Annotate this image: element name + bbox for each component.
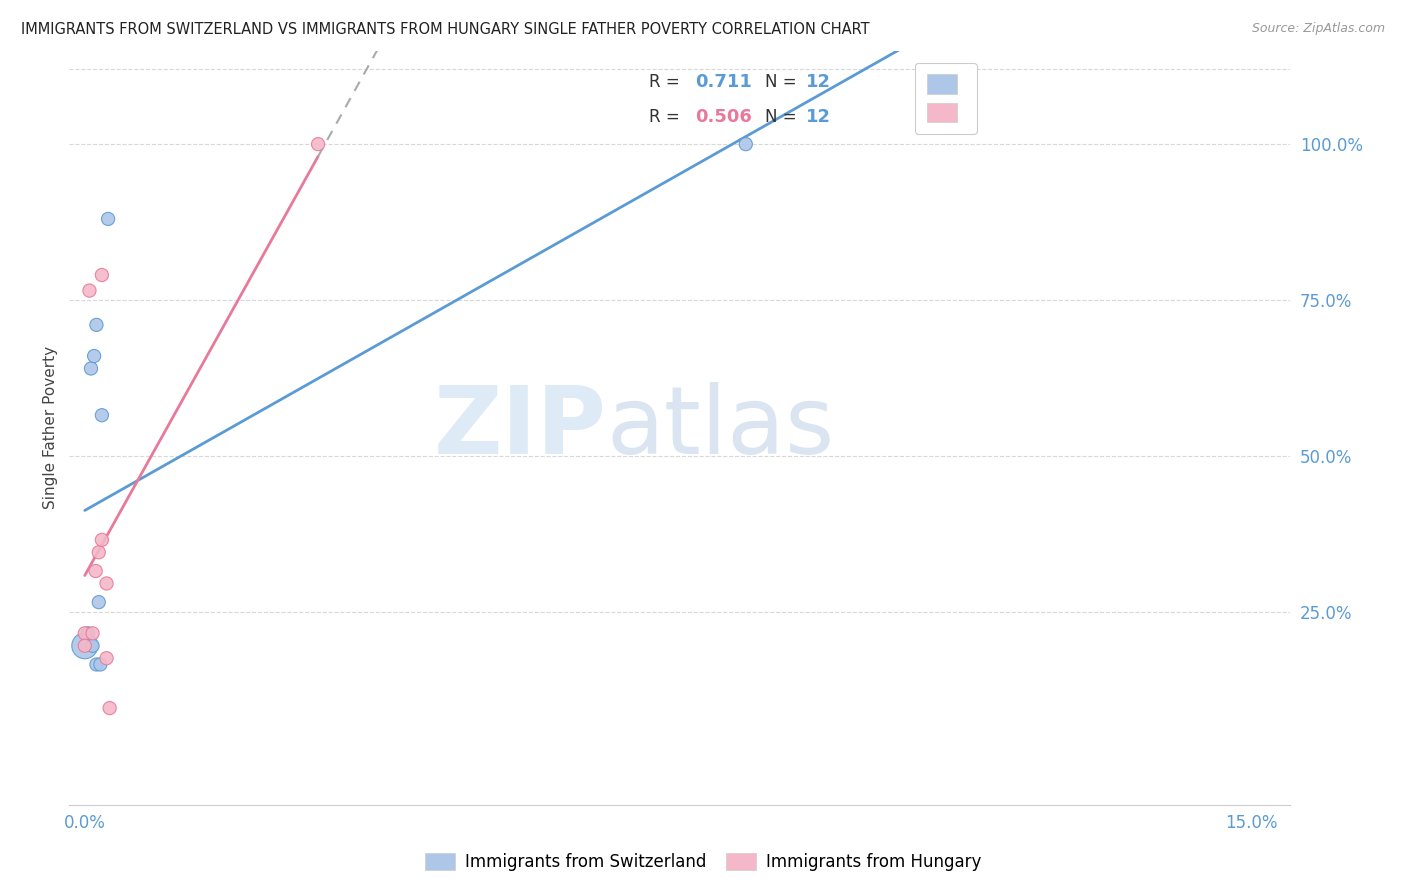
Point (96, 651, 118, 665)
Point (87, 595, 110, 609)
Point (87, 545, 110, 559)
Point (90, 268, 112, 282)
Point (82, 626, 104, 640)
Point (82, 639, 104, 653)
Legend: Immigrants from Switzerland, Immigrants from Hungary: Immigrants from Switzerland, Immigrants … (416, 845, 990, 880)
Text: 0.506: 0.506 (696, 108, 752, 126)
Point (83, 349, 105, 363)
Point (90, 533, 112, 547)
Text: N =: N = (765, 73, 801, 91)
Point (89, 657, 111, 672)
Point (84, 564, 107, 578)
Text: 12: 12 (806, 73, 831, 91)
Point (86, 657, 108, 672)
Point (79, 284, 101, 298)
Point (97, 211, 120, 226)
Point (73, 639, 96, 653)
Text: 12: 12 (806, 108, 831, 126)
Point (80, 361, 103, 376)
Point (86, 318, 108, 332)
Text: R =: R = (650, 73, 685, 91)
Text: Source: ZipAtlas.com: Source: ZipAtlas.com (1251, 22, 1385, 36)
Text: atlas: atlas (606, 382, 835, 474)
Text: R =: R = (650, 108, 685, 126)
Point (73, 639, 96, 653)
Y-axis label: Single Father Poverty: Single Father Poverty (44, 346, 58, 509)
Point (734, 137, 756, 152)
Text: IMMIGRANTS FROM SWITZERLAND VS IMMIGRANTS FROM HUNGARY SINGLE FATHER POVERTY COR: IMMIGRANTS FROM SWITZERLAND VS IMMIGRANT… (21, 22, 870, 37)
Text: ZIP: ZIP (433, 382, 606, 474)
Legend: , : , (915, 62, 977, 134)
Point (96, 576, 118, 591)
Text: 0.711: 0.711 (696, 73, 752, 91)
Point (77, 626, 100, 640)
Point (73, 626, 96, 640)
Point (307, 137, 329, 152)
Point (90, 408, 112, 422)
Text: N =: N = (765, 108, 801, 126)
Point (98, 701, 121, 715)
